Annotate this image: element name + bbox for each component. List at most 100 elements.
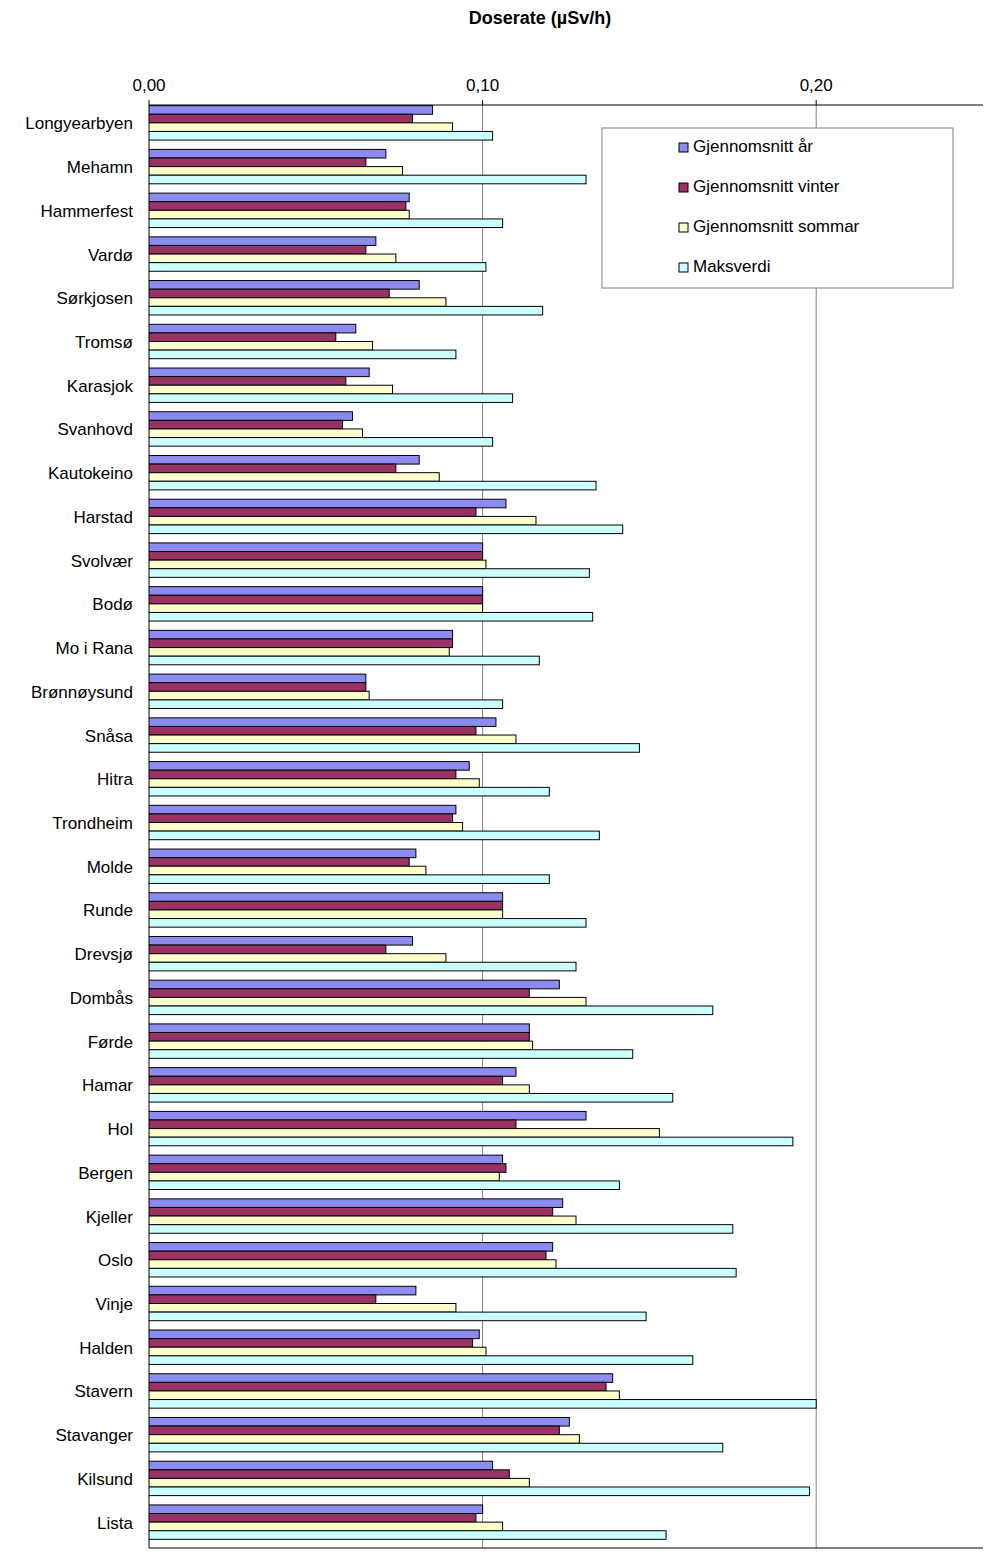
bar (149, 779, 479, 788)
bar (149, 683, 366, 692)
bar (149, 377, 346, 386)
category-label: Hitra (97, 770, 133, 789)
bar (149, 1391, 619, 1400)
bar (149, 954, 446, 963)
category-label: Tromsø (75, 333, 133, 352)
category-label: Trondheim (52, 814, 133, 833)
category-label: Svolvær (71, 552, 134, 571)
bar (149, 333, 336, 342)
tick-label: 0,00 (132, 76, 165, 95)
bar (149, 1487, 810, 1496)
bar (149, 1347, 486, 1356)
bar (149, 997, 586, 1006)
category-label: Bodø (92, 595, 133, 614)
legend-label: Maksverdi (693, 257, 770, 276)
bar (149, 481, 596, 490)
bar (149, 1435, 579, 1444)
bar (149, 1111, 586, 1120)
bar (149, 770, 456, 779)
bar (149, 718, 496, 727)
category-label: Longyearbyen (25, 114, 133, 133)
bar (149, 1199, 563, 1208)
category-label: Kilsund (77, 1470, 133, 1489)
bar (149, 831, 599, 840)
category-label: Sørkjosen (56, 289, 133, 308)
bar (149, 787, 549, 796)
bar (149, 612, 593, 621)
bar (149, 1382, 606, 1391)
bar (149, 823, 463, 832)
bar (149, 1286, 416, 1295)
legend-label: Gjennomsnitt vinter (693, 177, 840, 196)
bar (149, 543, 483, 552)
bar (149, 814, 453, 823)
bar (149, 1172, 499, 1181)
bar (149, 1400, 816, 1409)
bar (149, 202, 406, 211)
category-label: Førde (88, 1033, 133, 1052)
category-label: Snåsa (85, 727, 134, 746)
grid-line (816, 105, 817, 1548)
category-label: Halden (79, 1339, 133, 1358)
bar (149, 1129, 659, 1138)
bar (149, 1478, 529, 1487)
tick-mark (149, 100, 150, 105)
bar (149, 1041, 533, 1050)
bar (149, 980, 559, 989)
bar (149, 901, 503, 910)
category-label: Drevsjø (74, 945, 133, 964)
bar (149, 455, 419, 464)
bar (149, 805, 456, 814)
category-label: Mo i Rana (56, 639, 134, 658)
bar (149, 1243, 553, 1252)
bar (149, 919, 586, 928)
category-label: Harstad (73, 508, 133, 527)
category-label: Hammerfest (40, 202, 133, 221)
bar (149, 254, 396, 263)
tick-mark (482, 100, 483, 105)
bar (149, 945, 386, 954)
bar (149, 420, 342, 429)
bar (149, 1304, 456, 1313)
bar (149, 1374, 613, 1383)
bar (149, 744, 639, 753)
category-label: Molde (87, 858, 133, 877)
bar (149, 858, 409, 867)
bar (149, 1155, 503, 1164)
bar (149, 1050, 633, 1059)
bar (149, 324, 356, 333)
bar (149, 1514, 476, 1523)
bar (149, 552, 483, 561)
category-label: Hamar (82, 1076, 133, 1095)
bar (149, 674, 366, 683)
category-label: Kjeller (86, 1208, 134, 1227)
bar (149, 438, 493, 447)
bar (149, 158, 366, 167)
legend-label: Gjennomsnitt år (693, 137, 813, 156)
category-label: Brønnøysund (31, 683, 133, 702)
bar (149, 245, 366, 254)
category-label: Hol (107, 1120, 133, 1139)
bar (149, 762, 469, 771)
bar (149, 1251, 546, 1260)
grid-line (482, 105, 483, 1548)
bar (149, 149, 386, 158)
bar (149, 1181, 619, 1190)
category-label: Dombås (70, 989, 133, 1008)
bar (149, 508, 476, 517)
bar (149, 1295, 376, 1304)
bar (149, 1076, 503, 1085)
legend (602, 128, 953, 288)
bar (149, 962, 576, 971)
bar (149, 210, 409, 219)
bar (149, 350, 456, 359)
bar (149, 385, 393, 394)
bar (149, 1120, 516, 1129)
bar (149, 237, 376, 246)
bar (149, 114, 413, 123)
bar (149, 989, 529, 998)
bar (149, 306, 543, 315)
bar (149, 193, 409, 202)
bar (149, 569, 589, 578)
axis-bottom (149, 1548, 983, 1549)
